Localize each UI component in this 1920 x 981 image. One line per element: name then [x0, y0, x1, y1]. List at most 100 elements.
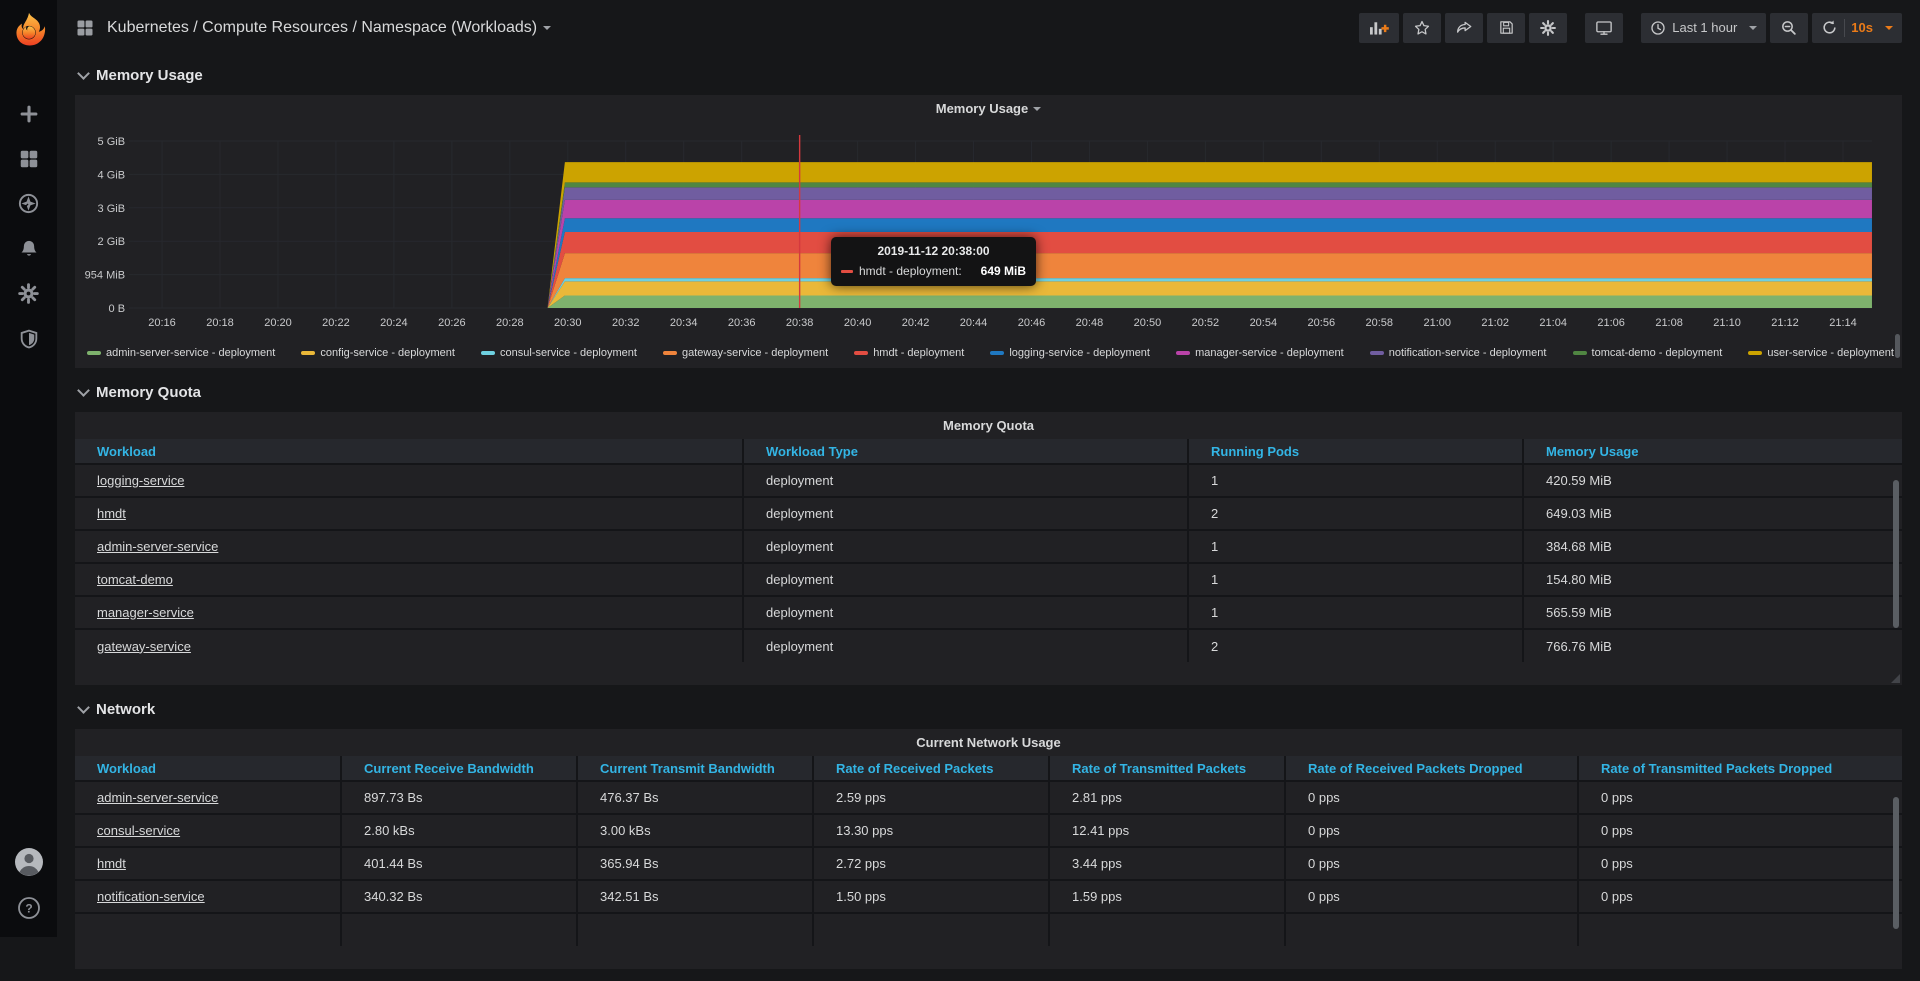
column-header[interactable]: Rate of Received Packets Dropped — [1285, 756, 1578, 781]
legend-item[interactable]: notification-service - deployment — [1370, 347, 1547, 359]
legend-item[interactable]: consul-service - deployment — [481, 347, 637, 359]
sidebar-item-alerting[interactable] — [0, 226, 57, 271]
sidebar-item-explore[interactable] — [0, 181, 57, 226]
column-header[interactable]: Current Transmit Bandwidth — [577, 756, 813, 781]
x-axis-tick-label: 20:28 — [496, 317, 524, 329]
sidebar-item-dashboards[interactable] — [0, 136, 57, 181]
section-row-network[interactable]: Network — [79, 697, 1902, 721]
workload-link[interactable]: manager-service — [97, 605, 194, 620]
memory-quota-panel-title[interactable]: Memory Quota — [75, 412, 1902, 439]
legend-color-dash — [854, 351, 868, 355]
grafana-logo[interactable] — [0, 0, 57, 57]
x-axis-tick-label: 21:10 — [1713, 317, 1741, 329]
legend-scrollbar[interactable] — [1895, 334, 1900, 358]
sidebar-item-create[interactable] — [0, 91, 57, 136]
dashboard-title-dropdown[interactable]: Kubernetes / Compute Resources / Namespa… — [107, 19, 551, 37]
value-cell: 0 pps — [1285, 847, 1578, 880]
memory-usage-panel-title[interactable]: Memory Usage — [75, 95, 1902, 122]
configuration-gear-icon — [17, 282, 40, 305]
section-row-memory-quota[interactable]: Memory Quota — [79, 380, 1902, 404]
x-axis-tick-label: 20:38 — [786, 317, 814, 329]
legend-item[interactable]: hmdt - deployment — [854, 347, 964, 359]
add-panel-icon — [1368, 19, 1390, 37]
legend-item[interactable]: manager-service - deployment — [1176, 347, 1344, 359]
help-button[interactable]: ? — [17, 896, 41, 925]
legend-item[interactable]: tomcat-demo - deployment — [1573, 347, 1723, 359]
chevron-down-icon — [1749, 26, 1757, 30]
legend-color-dash — [990, 351, 1004, 355]
legend-color-dash — [663, 351, 677, 355]
workload-link[interactable]: tomcat-demo — [97, 572, 173, 587]
share-button[interactable] — [1445, 13, 1483, 43]
time-range-picker[interactable]: Last 1 hour — [1641, 13, 1766, 43]
legend-item[interactable]: logging-service - deployment — [990, 347, 1150, 359]
x-axis-tick-label: 20:42 — [902, 317, 930, 329]
sidebar-item-server-admin[interactable] — [0, 316, 57, 361]
legend-label: logging-service - deployment — [1009, 347, 1150, 359]
column-header[interactable]: Running Pods — [1188, 439, 1523, 464]
legend-item[interactable]: admin-server-service - deployment — [87, 347, 275, 359]
refresh-picker[interactable]: 10s — [1812, 13, 1902, 43]
legend-item[interactable]: user-service - deployment — [1748, 347, 1894, 359]
zoom-out-button[interactable] — [1770, 13, 1808, 43]
value-cell: 0 pps — [1578, 880, 1902, 913]
column-header[interactable]: Current Receive Bandwidth — [341, 756, 577, 781]
table-scrollbar[interactable] — [1893, 797, 1899, 929]
cycle-view-button[interactable] — [1585, 13, 1623, 43]
legend-color-dash — [1748, 351, 1762, 355]
column-header[interactable]: Workload — [75, 756, 341, 781]
legend-item[interactable]: gateway-service - deployment — [663, 347, 828, 359]
value-cell: 420.59 MiB — [1523, 464, 1902, 497]
column-header[interactable]: Workload — [75, 439, 743, 464]
value-cell: 3.00 kBs — [577, 814, 813, 847]
column-header[interactable]: Rate of Transmitted Packets — [1049, 756, 1285, 781]
workload-link[interactable]: notification-service — [97, 889, 205, 904]
column-header[interactable]: Rate of Received Packets — [813, 756, 1049, 781]
workload-link[interactable]: admin-server-service — [97, 539, 218, 554]
network-panel-title[interactable]: Current Network Usage — [75, 729, 1902, 756]
table-scrollbar[interactable] — [1893, 480, 1899, 628]
legend-label: user-service - deployment — [1767, 347, 1894, 359]
save-button[interactable] — [1487, 13, 1525, 43]
value-cell: 2.59 pps — [813, 781, 1049, 814]
column-header[interactable]: Workload Type — [743, 439, 1188, 464]
workload-cell: consul-service — [75, 814, 341, 847]
workload-link[interactable]: hmdt — [97, 856, 126, 871]
value-cell: 2.81 pps — [1049, 781, 1285, 814]
value-cell: deployment — [743, 629, 1188, 662]
value-cell: 0 pps — [1578, 847, 1902, 880]
legend-label: gateway-service - deployment — [682, 347, 828, 359]
panel-resize-handle[interactable] — [1891, 674, 1900, 683]
value-cell: 0 pps — [1285, 880, 1578, 913]
value-cell: deployment — [743, 497, 1188, 530]
sidebar-item-configuration[interactable] — [0, 271, 57, 316]
workload-link[interactable]: consul-service — [97, 823, 180, 838]
workload-link[interactable]: gateway-service — [97, 639, 191, 654]
user-avatar[interactable] — [14, 847, 44, 882]
workload-link[interactable]: hmdt — [97, 506, 126, 521]
favorite-button[interactable] — [1403, 13, 1441, 43]
panel-title-text: Memory Usage — [936, 101, 1028, 116]
dashboard-settings-button[interactable] — [1529, 13, 1567, 43]
value-cell: 2 — [1188, 497, 1523, 530]
column-header[interactable]: Rate of Transmitted Packets Dropped — [1578, 756, 1902, 781]
value-cell: 384.68 MiB — [1523, 530, 1902, 563]
add-panel-button[interactable] — [1359, 13, 1399, 43]
legend-color-dash — [1370, 351, 1384, 355]
value-cell: deployment — [743, 530, 1188, 563]
chart-legend: admin-server-service - deployment config-… — [75, 342, 1902, 362]
legend-label: config-service - deployment — [320, 347, 455, 359]
value-cell: 766.76 MiB — [1523, 629, 1902, 662]
column-header[interactable]: Memory Usage — [1523, 439, 1902, 464]
legend-item[interactable]: config-service - deployment — [301, 347, 455, 359]
workload-link[interactable]: admin-server-service — [97, 790, 218, 805]
x-axis-tick-label: 20:48 — [1076, 317, 1104, 329]
workload-link[interactable]: logging-service — [97, 473, 184, 488]
section-row-memory-usage[interactable]: Memory Usage — [79, 63, 1902, 87]
panel-title-text: Current Network Usage — [916, 735, 1060, 750]
